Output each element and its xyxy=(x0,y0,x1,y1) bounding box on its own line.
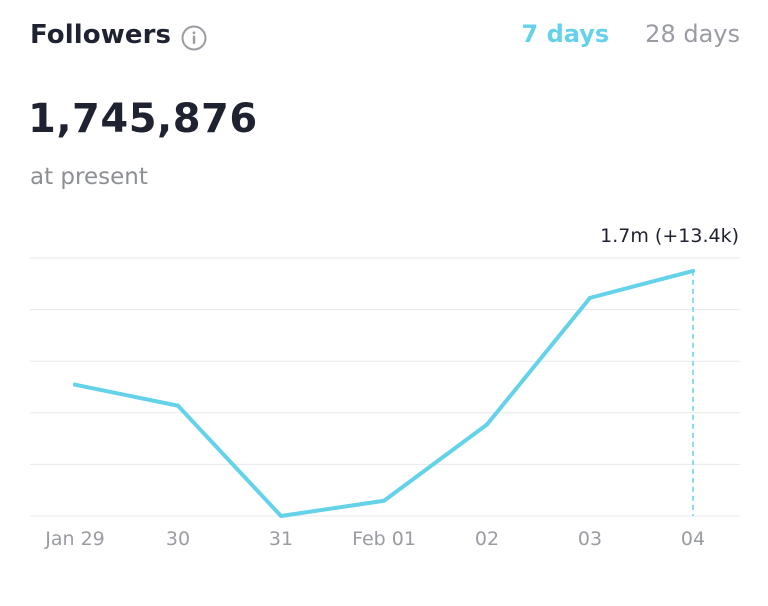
data-point xyxy=(382,498,386,503)
x-tick-label: Feb 01 xyxy=(352,528,416,550)
x-tick-label: 04 xyxy=(681,528,705,550)
follower-count: 1,745,876 xyxy=(28,96,258,142)
highlight-value-label: 1.7m (+13.4k) xyxy=(600,225,739,247)
tab-7-days[interactable]: 7 days xyxy=(521,20,610,48)
tab-28-days[interactable]: 28 days xyxy=(645,20,740,48)
series-line xyxy=(73,268,695,518)
x-tick-label: Jan 29 xyxy=(44,528,105,550)
data-point xyxy=(176,403,180,408)
page-title: Followers xyxy=(30,20,172,50)
chart-header: Followers 7 days 28 days xyxy=(30,18,740,58)
data-point xyxy=(485,422,489,427)
data-point xyxy=(279,514,283,518)
x-tick-label: 02 xyxy=(475,528,499,550)
count-caption: at present xyxy=(30,164,148,190)
time-range-tabs: 7 days 28 days xyxy=(522,20,740,48)
data-point xyxy=(588,295,592,300)
x-tick-label: 31 xyxy=(269,528,293,550)
x-tick-label: 03 xyxy=(578,528,602,550)
data-point xyxy=(691,268,695,273)
data-point xyxy=(73,382,77,387)
x-tick-label: 30 xyxy=(166,528,190,550)
info-icon[interactable] xyxy=(180,24,208,52)
